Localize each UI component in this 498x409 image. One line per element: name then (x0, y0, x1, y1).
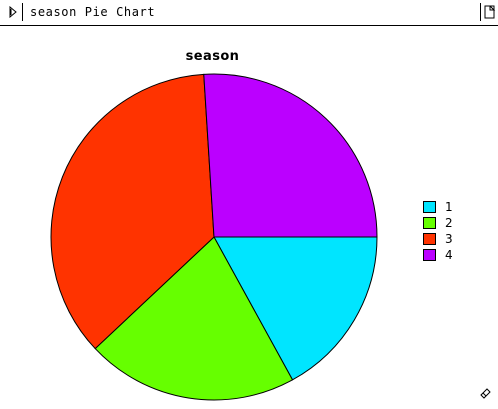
legend-label: 4 (445, 248, 453, 262)
pie-slice-1 (213, 236, 378, 381)
legend-item-2: 2 (423, 215, 453, 231)
pie-slice-4 (203, 73, 378, 238)
triangle-right-icon[interactable] (8, 6, 18, 18)
pie-slice-3 (50, 73, 215, 350)
window-title: season Pie Chart (30, 5, 156, 19)
chart-legend: 1 2 3 4 (423, 199, 453, 263)
legend-label: 1 (445, 200, 453, 214)
resize-handle-icon[interactable] (479, 386, 493, 400)
document-separator (480, 3, 481, 21)
document-icon[interactable] (480, 3, 498, 21)
pie-slice-2 (94, 236, 294, 401)
legend-label: 2 (445, 216, 453, 230)
legend-swatch (423, 201, 436, 213)
legend-item-4: 4 (423, 247, 453, 263)
legend-item-3: 3 (423, 231, 453, 247)
legend-item-1: 1 (423, 199, 453, 215)
legend-swatch (423, 217, 436, 229)
title-separator (22, 3, 23, 21)
legend-swatch (423, 233, 436, 245)
title-bar: season Pie Chart (0, 0, 498, 26)
chart-title: season (185, 49, 240, 64)
legend-swatch (423, 249, 436, 261)
legend-label: 3 (445, 232, 453, 246)
